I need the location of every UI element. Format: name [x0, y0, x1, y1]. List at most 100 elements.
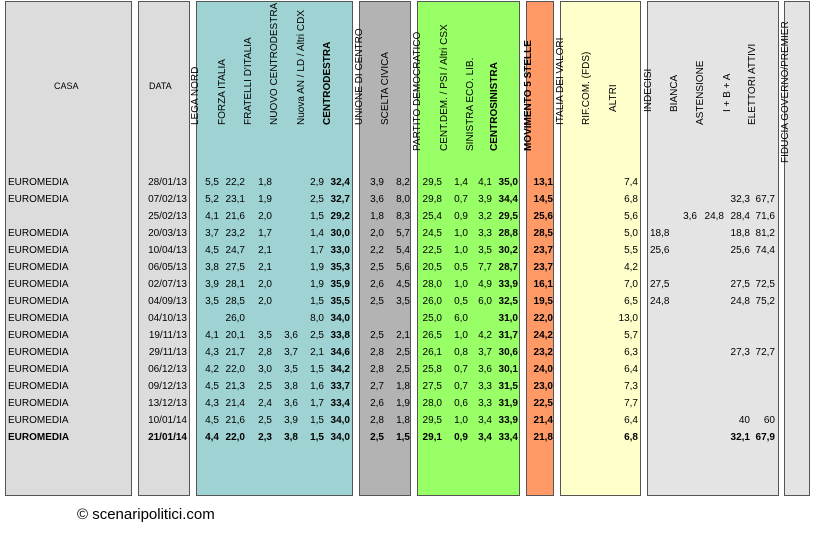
cell-cdx: 33,8: [330, 330, 350, 341]
casa-panel: [5, 1, 132, 496]
centrosinistra-panel: [417, 1, 520, 496]
cell-m5s: 21,8: [533, 432, 553, 443]
cell-csx: 34,4: [498, 194, 518, 205]
cell-csx: 30,1: [498, 364, 518, 375]
header-fiducia: FIDUCIA GOVERNO/PREMIER: [780, 21, 791, 163]
cell-udc: 2,5: [370, 296, 384, 307]
cell-data: 04/10/13: [148, 313, 187, 324]
cell-data: 10/01/14: [148, 415, 187, 426]
cell-m5s: 23,7: [533, 262, 553, 273]
header-casa: CASA: [54, 81, 79, 91]
m5s-panel: [526, 1, 554, 496]
cell-csx: 33,9: [498, 279, 518, 290]
cell-data: 10/04/13: [148, 245, 187, 256]
cell-iba: 28,4: [730, 211, 750, 222]
cell-ncd: 3,8: [284, 381, 298, 392]
cell-altri: 5,7: [624, 330, 638, 341]
cell-udc: 2,5: [370, 330, 384, 341]
cell-udc: 2,6: [370, 279, 384, 290]
cell-fi: 28,5: [225, 296, 245, 307]
cell-cdx: 33,4: [330, 398, 350, 409]
cell-pd: 28,0: [422, 398, 442, 409]
cell-indecisi: 25,6: [650, 245, 670, 256]
cell-lega: 4,5: [205, 415, 219, 426]
cell-elettori: 72,5: [755, 279, 775, 290]
cell-ncd: 3,5: [284, 364, 298, 375]
header-centrodestra: CENTRODESTRA: [322, 41, 333, 125]
cell-casa: EUROMEDIA: [8, 313, 69, 324]
cell-casa: EUROMEDIA: [8, 228, 69, 239]
header-altri: ALTRI: [608, 84, 619, 112]
cell-nuova: 1,7: [310, 245, 324, 256]
cell-sel: 4,1: [478, 177, 492, 188]
cell-sc: 3,5: [396, 296, 410, 307]
cell-casa: EUROMEDIA: [8, 432, 70, 443]
cell-sc: 4,5: [396, 279, 410, 290]
altri-panel: [560, 1, 641, 496]
cell-sc: 1,8: [396, 415, 410, 426]
cell-lega: 3,8: [205, 262, 219, 273]
cell-fdi: 1,9: [258, 194, 272, 205]
cell-cd: 6,0: [454, 313, 468, 324]
cell-pd: 26,1: [422, 347, 442, 358]
cell-iba: 32,3: [730, 194, 750, 205]
cell-cdx: 35,5: [330, 296, 350, 307]
cell-m5s: 14,5: [533, 194, 553, 205]
cell-data: 25/02/13: [148, 211, 187, 222]
cell-m5s: 22,0: [533, 313, 553, 324]
cell-elettori: 75,2: [755, 296, 775, 307]
cell-pd: 22,5: [422, 245, 442, 256]
cell-sel: 4,2: [478, 330, 492, 341]
cell-lega: 3,5: [205, 296, 219, 307]
cell-cd: 1,4: [454, 177, 468, 188]
cell-cdx: 30,0: [330, 228, 350, 239]
cell-elettori: 67,7: [755, 194, 775, 205]
cell-m5s: 19,5: [533, 296, 553, 307]
cell-cd: 0,5: [454, 296, 468, 307]
cell-lega: 3,7: [205, 228, 219, 239]
cell-elettori: 74,4: [755, 245, 775, 256]
cell-pd: 28,0: [422, 279, 442, 290]
cell-nuova: 1,7: [310, 398, 324, 409]
cell-sc: 5,7: [396, 228, 410, 239]
cell-csx: 29,5: [498, 211, 518, 222]
centro-panel: [359, 1, 411, 496]
cell-m5s: 21,4: [533, 415, 553, 426]
cell-csx: 33,4: [498, 432, 518, 443]
cell-fi: 23,1: [225, 194, 245, 205]
cell-m5s: 25,6: [533, 211, 553, 222]
header-idv: ITALIA DEI VALORI: [555, 37, 566, 125]
cell-fdi: 2,0: [258, 296, 272, 307]
cell-lega: 5,5: [205, 177, 219, 188]
cell-fdi: 1,8: [258, 177, 272, 188]
cell-lega: 4,2: [205, 364, 219, 375]
cell-data: 06/05/13: [148, 262, 187, 273]
cell-udc: 2,0: [370, 228, 384, 239]
header-centrosinistra: CENTROSINISTRA: [489, 62, 500, 151]
cell-m5s: 23,0: [533, 381, 553, 392]
cell-sel: 7,7: [478, 262, 492, 273]
cell-sel: 3,2: [478, 211, 492, 222]
cell-nuova: 1,4: [310, 228, 324, 239]
cell-iba: 24,8: [730, 296, 750, 307]
cell-pd: 29,1: [422, 432, 442, 443]
fiducia-panel: [784, 1, 810, 496]
cell-m5s: 28,5: [533, 228, 553, 239]
cell-sel: 3,9: [478, 194, 492, 205]
header-bianca: BIANCA: [669, 74, 680, 112]
cell-sel: 3,6: [478, 364, 492, 375]
cell-sel: 3,3: [478, 381, 492, 392]
cell-sc: 5,4: [396, 245, 410, 256]
cell-sel: 3,5: [478, 245, 492, 256]
cell-lega: 4,3: [205, 347, 219, 358]
cell-pd: 27,5: [422, 381, 442, 392]
cell-m5s: 24,0: [533, 364, 553, 375]
cell-cdx: 32,7: [330, 194, 350, 205]
data-panel: [138, 1, 190, 496]
cell-sc: 2,1: [396, 330, 410, 341]
cell-elettori: 60: [763, 415, 775, 426]
cell-cdx: 32,4: [330, 177, 350, 188]
cell-csx: 35,0: [498, 177, 518, 188]
cell-nuova: 2,9: [310, 177, 324, 188]
cell-altri: 5,5: [624, 245, 638, 256]
